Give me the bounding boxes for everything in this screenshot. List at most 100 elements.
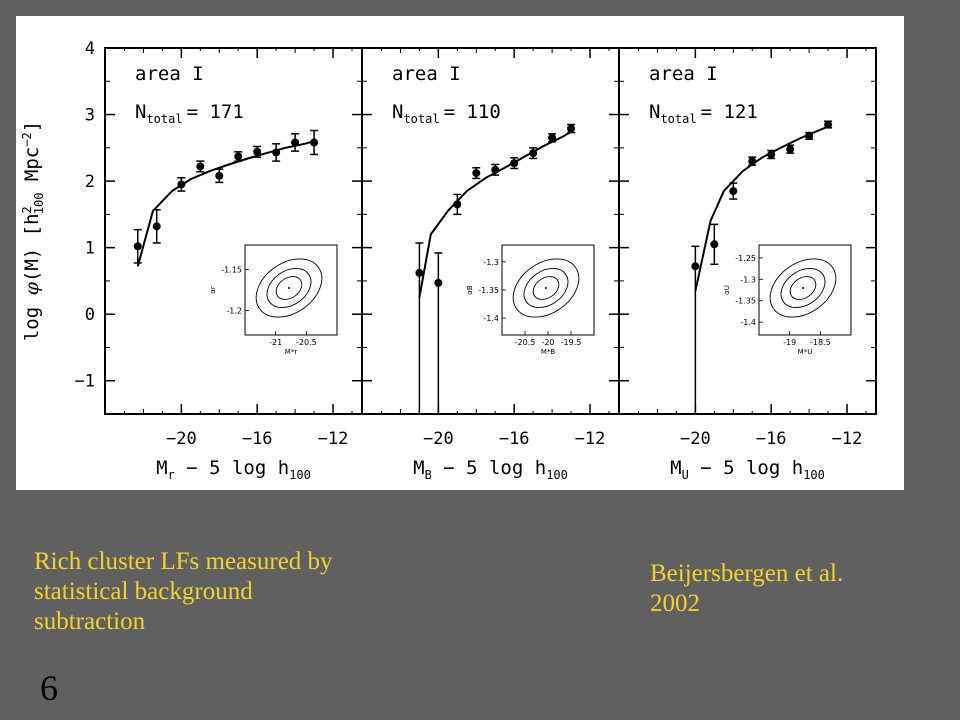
inset-contour-plot: -21 -20.5 -1.15 -1.2 M*r αr — [209, 244, 338, 356]
x-tick-label: −16 — [499, 429, 530, 449]
chart-svg: −1 0 1 2 3 4 −20 −16 −12 Mr − 5 log h100 area I Nto… — [20, 39, 877, 482]
x-tick-label: −16 — [242, 429, 273, 449]
inset-y-tick-label: -1.2 — [226, 306, 242, 315]
data-point — [748, 157, 757, 166]
inset-y-tick-label: -1.35 — [478, 286, 499, 295]
data-point — [253, 147, 262, 156]
data-point — [767, 150, 776, 159]
data-point — [434, 278, 443, 287]
x-axis-label: MB − 5 log h100 — [413, 457, 568, 482]
inset-x-tick-label: -20.5 — [515, 338, 536, 347]
data-point — [272, 148, 281, 157]
inset-y-tick-label: -1.25 — [735, 254, 756, 263]
panel-B: −20 −16 −12 MB − 5 log h100 area I Ntotal = 11… — [361, 47, 620, 482]
inset-x-tick-label: -20 — [541, 338, 554, 347]
inset-contour — [769, 258, 837, 318]
inset-contour-plot: -19 -18.5 -1.25 -1.3 -1.35 -1.4 M*U αU — [723, 244, 852, 356]
luminosity-function-figure: −1 0 1 2 3 4 −20 −16 −12 Mr − 5 log h100 area I Nto… — [16, 16, 904, 490]
caption-left: Rich cluster LFs measured by statistical… — [34, 547, 454, 637]
data-point — [177, 180, 186, 189]
inset-contour — [532, 276, 560, 300]
inset-best-fit — [288, 287, 290, 289]
inset-y-tick-label: -1.3 — [740, 275, 756, 284]
data-point — [729, 187, 738, 196]
inset-frame — [501, 244, 595, 336]
data-point — [291, 138, 300, 147]
n-total-annotation: Ntotal = 110 — [392, 101, 501, 126]
x-tick-label: −12 — [832, 429, 863, 449]
inset-y-tick-label: -1.4 — [740, 318, 756, 327]
inset-contour — [275, 276, 303, 300]
data-point — [453, 200, 462, 209]
data-point — [529, 149, 538, 158]
inset-contour — [780, 267, 826, 309]
n-total-annotation: Ntotal = 121 — [649, 101, 758, 126]
inset-y-label: αU — [723, 285, 731, 295]
inset-best-fit — [802, 287, 804, 289]
inset-contour — [255, 258, 323, 318]
x-tick-label: −12 — [575, 429, 606, 449]
y-tick-label: 2 — [85, 172, 95, 192]
x-tick-label: −20 — [680, 429, 711, 449]
inset-y-tick-label: -1.35 — [735, 297, 756, 306]
data-point — [710, 240, 719, 249]
inset-contour — [523, 267, 569, 309]
n-total-annotation: Ntotal = 171 — [135, 101, 244, 126]
data-point — [691, 262, 700, 271]
y-tick-label: 1 — [85, 239, 95, 259]
x-tick-label: −20 — [423, 429, 454, 449]
y-tick-label: 4 — [85, 39, 95, 59]
inset-x-label: M*B — [541, 348, 556, 356]
panel-r: −1 0 1 2 3 4 −20 −16 −12 Mr − 5 log h100 area I Nto… — [75, 39, 363, 482]
area-annotation: area I — [135, 63, 204, 85]
inset-y-label: αB — [466, 285, 474, 295]
y-tick-label: −1 — [75, 372, 95, 392]
inset-contour — [266, 267, 312, 309]
data-point — [491, 165, 500, 174]
area-annotation: area I — [649, 63, 718, 85]
inset-x-tick-label: -21 — [269, 338, 282, 347]
caption-right-line: 2002 — [650, 590, 700, 617]
data-point — [786, 145, 795, 154]
data-point — [824, 120, 833, 129]
inset-y-tick-label: -1.4 — [483, 314, 499, 323]
inset-x-label: M*U — [798, 348, 813, 356]
data-point — [805, 131, 814, 140]
data-point — [415, 268, 424, 277]
caption-left-line: Rich cluster LFs measured by — [34, 548, 333, 575]
caption-right: Beijersbergen et al. 2002 — [650, 559, 950, 619]
x-tick-label: −16 — [756, 429, 787, 449]
inset-x-tick-label: -19.5 — [561, 338, 582, 347]
inset-contour-plot: -20.5 -20 -19.5 -1.3 -1.35 -1.4 M*B αB — [466, 244, 595, 356]
inset-contour — [789, 276, 817, 300]
inset-x-label: M*r — [285, 348, 298, 356]
data-point — [472, 169, 481, 178]
slide-number: 6 — [40, 668, 58, 708]
inset-y-tick-label: -1.3 — [483, 258, 499, 267]
panel-frame — [618, 47, 877, 415]
inset-x-tick-label: -19 — [783, 338, 796, 347]
panel-U: −20 −16 −12 MU − 5 log h100 area I Ntotal = 12… — [618, 47, 877, 482]
x-axis-label: Mr − 5 log h100 — [156, 457, 311, 482]
inset-frame — [758, 244, 852, 336]
data-point — [234, 152, 243, 161]
data-point — [196, 162, 205, 171]
data-point — [567, 124, 576, 133]
y-axis-label: log φ(M) [h2100 Mpc−2] — [20, 121, 46, 341]
inset-contour — [512, 258, 580, 318]
inset-frame — [244, 244, 338, 336]
x-tick-label: −20 — [166, 429, 197, 449]
x-axis-label: MU − 5 log h100 — [670, 457, 825, 482]
data-point — [152, 222, 161, 231]
data-point — [133, 242, 142, 251]
inset-best-fit — [545, 287, 547, 289]
inset-x-tick-label: -18.5 — [810, 338, 831, 347]
data-point — [310, 138, 319, 147]
y-tick-label: 0 — [85, 305, 95, 325]
data-point — [548, 133, 557, 142]
inset-y-tick-label: -1.15 — [221, 266, 242, 275]
inset-x-tick-label: -20.5 — [296, 338, 317, 347]
x-tick-label: −12 — [318, 429, 349, 449]
inset-y-label: αr — [209, 286, 217, 294]
fit-curve — [136, 140, 315, 267]
